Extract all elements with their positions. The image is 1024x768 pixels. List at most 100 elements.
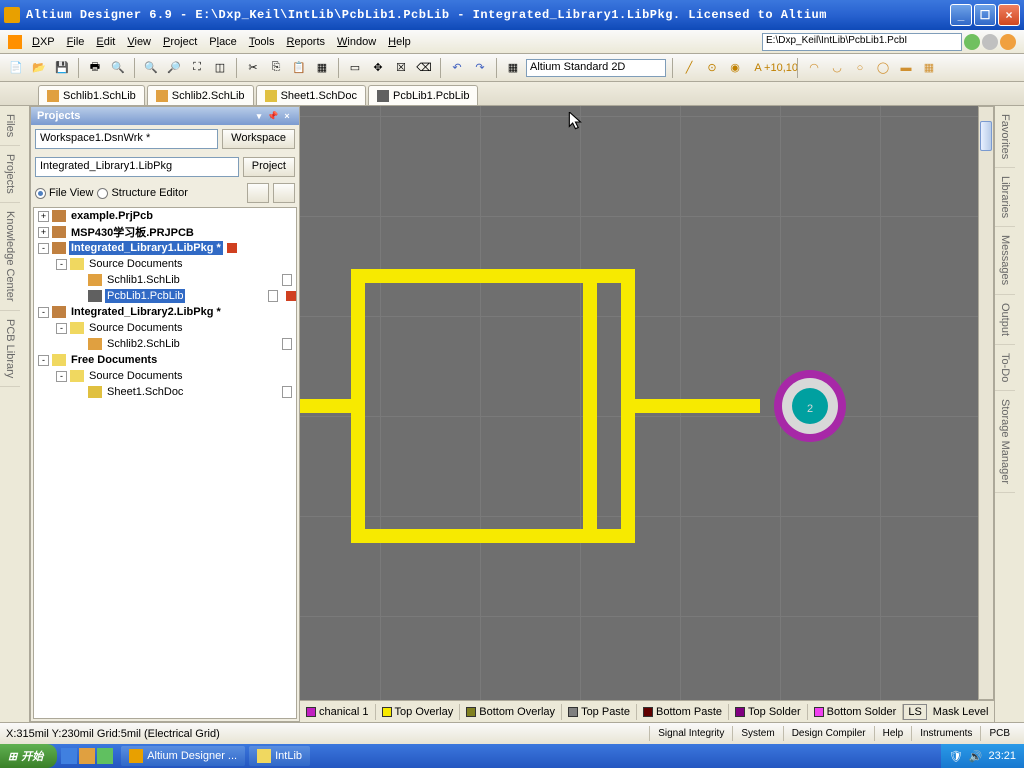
menu-tools[interactable]: Tools bbox=[243, 34, 281, 50]
tree-node[interactable]: PcbLib1.PcbLib bbox=[34, 288, 296, 304]
menu-help[interactable]: Help bbox=[382, 34, 417, 50]
document-path-box[interactable]: E:\Dxp_Keil\IntLib\PcbLib1.PcbI bbox=[762, 33, 962, 51]
expand-icon[interactable]: - bbox=[38, 243, 49, 254]
start-button[interactable]: ⊞开始 bbox=[0, 744, 57, 768]
close-button[interactable]: × bbox=[998, 4, 1020, 26]
panel-close-icon[interactable]: × bbox=[281, 110, 293, 122]
undo-icon[interactable]: ↶ bbox=[447, 58, 467, 78]
tray-icon[interactable]: 🔊 bbox=[969, 750, 983, 763]
copy-icon[interactable]: ⎘ bbox=[266, 58, 286, 78]
nav-fwd-icon[interactable] bbox=[982, 34, 998, 50]
options-icon[interactable] bbox=[273, 183, 295, 203]
ls-button[interactable]: LS bbox=[903, 704, 926, 720]
side-tab[interactable]: Projects bbox=[0, 146, 20, 203]
zoomin-icon[interactable]: 🔍 bbox=[141, 58, 161, 78]
coord-icon[interactable]: +10,10 bbox=[771, 58, 791, 78]
open-icon[interactable]: 📂 bbox=[29, 58, 49, 78]
side-tab[interactable]: To-Do bbox=[995, 345, 1015, 391]
expand-icon[interactable]: - bbox=[56, 323, 67, 334]
arc2-icon[interactable]: ◡ bbox=[827, 58, 847, 78]
menu-file[interactable]: File bbox=[61, 34, 91, 50]
save-icon[interactable]: 💾 bbox=[52, 58, 72, 78]
status-button[interactable]: Design Compiler bbox=[783, 726, 874, 741]
status-button[interactable]: Help bbox=[874, 726, 912, 741]
menu-view[interactable]: View bbox=[121, 34, 157, 50]
paste-icon[interactable]: 📋 bbox=[289, 58, 309, 78]
side-tab[interactable]: Output bbox=[995, 295, 1015, 345]
doc-tab[interactable]: Schlib1.SchLib bbox=[38, 85, 145, 105]
status-button[interactable]: System bbox=[732, 726, 782, 741]
taskbar-button[interactable]: IntLib bbox=[249, 746, 310, 766]
pad-icon[interactable]: ⊙ bbox=[702, 58, 722, 78]
panel-dropdown-icon[interactable]: ▾ bbox=[253, 110, 265, 122]
menu-place[interactable]: Place bbox=[203, 34, 243, 50]
side-tab[interactable]: Files bbox=[0, 106, 20, 146]
menu-project[interactable]: Project bbox=[157, 34, 203, 50]
layer-tab[interactable]: Bottom Solder bbox=[808, 704, 904, 720]
layer-tab[interactable]: chanical 1 bbox=[300, 704, 376, 720]
layer-tab[interactable]: Bottom Paste bbox=[637, 704, 729, 720]
ql-icon[interactable] bbox=[79, 748, 95, 764]
nav-home-icon[interactable] bbox=[1000, 34, 1016, 50]
circle-icon[interactable]: ◯ bbox=[873, 58, 893, 78]
zoomsel-icon[interactable]: ◫ bbox=[210, 58, 230, 78]
cut-icon[interactable]: ✂ bbox=[243, 58, 263, 78]
scroll-thumb[interactable] bbox=[980, 121, 992, 151]
zoomout-icon[interactable]: 🔎 bbox=[164, 58, 184, 78]
clear-icon[interactable]: ⌫ bbox=[414, 58, 434, 78]
zoomfit-icon[interactable]: ⛶ bbox=[187, 58, 207, 78]
expand-icon[interactable]: - bbox=[56, 259, 67, 270]
maximize-button[interactable]: ☐ bbox=[974, 4, 996, 26]
side-tab[interactable]: PCB Library bbox=[0, 311, 20, 387]
side-tab[interactable]: Messages bbox=[995, 227, 1015, 294]
panel-pin-icon[interactable]: 📌 bbox=[267, 110, 279, 122]
grid-icon[interactable]: ▦ bbox=[503, 58, 523, 78]
project-button[interactable]: Project bbox=[243, 157, 295, 177]
mask-level[interactable]: Mask Level bbox=[933, 706, 989, 718]
preview-icon[interactable]: 🔍 bbox=[108, 58, 128, 78]
tree-node[interactable]: -Integrated_Library2.LibPkg * bbox=[34, 304, 296, 320]
deselect-icon[interactable]: ☒ bbox=[391, 58, 411, 78]
via-icon[interactable]: ◉ bbox=[725, 58, 745, 78]
move-icon[interactable]: ✥ bbox=[368, 58, 388, 78]
ql-icon[interactable] bbox=[61, 748, 77, 764]
system-tray[interactable]: 🛡 🔊 23:21 bbox=[941, 744, 1024, 768]
track-icon[interactable]: ╱ bbox=[679, 58, 699, 78]
array-icon[interactable]: ▦ bbox=[919, 58, 939, 78]
tree-node[interactable]: Sheet1.SchDoc bbox=[34, 384, 296, 400]
side-tab[interactable]: Storage Manager bbox=[995, 391, 1015, 493]
layer-tab[interactable]: Top Paste bbox=[562, 704, 637, 720]
nav-back-icon[interactable] bbox=[964, 34, 980, 50]
tree-node[interactable]: -Source Documents bbox=[34, 368, 296, 384]
layer-tab[interactable]: Bottom Overlay bbox=[460, 704, 562, 720]
expand-icon[interactable]: - bbox=[56, 371, 67, 382]
refresh-icon[interactable] bbox=[247, 183, 269, 203]
fileview-radio[interactable]: File View bbox=[35, 187, 93, 199]
tree-node[interactable]: -Integrated_Library1.LibPkg * bbox=[34, 240, 296, 256]
vertical-scrollbar[interactable] bbox=[978, 106, 994, 700]
menu-dxp[interactable]: DXP bbox=[26, 34, 61, 50]
tree-node[interactable]: Schlib1.SchLib bbox=[34, 272, 296, 288]
structview-radio[interactable]: Structure Editor bbox=[97, 187, 187, 199]
rubber-icon[interactable]: ▦ bbox=[312, 58, 332, 78]
tree-node[interactable]: -Source Documents bbox=[34, 320, 296, 336]
minimize-button[interactable]: _ bbox=[950, 4, 972, 26]
layer-tab[interactable]: Top Solder bbox=[729, 704, 808, 720]
ql-icon[interactable] bbox=[97, 748, 113, 764]
project-tree[interactable]: +example.PrjPcb+MSP430学习板.PRJPCB-Integra… bbox=[33, 207, 297, 719]
doc-tab[interactable]: Sheet1.SchDoc bbox=[256, 85, 366, 105]
tree-node[interactable]: +MSP430学习板.PRJPCB bbox=[34, 224, 296, 240]
tree-node[interactable]: Schlib2.SchLib bbox=[34, 336, 296, 352]
menu-edit[interactable]: Edit bbox=[90, 34, 121, 50]
arc1-icon[interactable]: ◠ bbox=[804, 58, 824, 78]
status-button[interactable]: PCB bbox=[980, 726, 1018, 741]
print-icon[interactable]: 🖶 bbox=[85, 58, 105, 78]
fill-icon[interactable]: ▬ bbox=[896, 58, 916, 78]
menu-window[interactable]: Window bbox=[331, 34, 382, 50]
viewmode-combo[interactable]: Altium Standard 2D bbox=[526, 59, 666, 77]
arc3-icon[interactable]: ○ bbox=[850, 58, 870, 78]
redo-icon[interactable]: ↷ bbox=[470, 58, 490, 78]
tray-icon[interactable]: 🛡 bbox=[949, 750, 963, 763]
expand-icon[interactable]: - bbox=[38, 307, 49, 318]
side-tab[interactable]: Knowledge Center bbox=[0, 203, 20, 311]
